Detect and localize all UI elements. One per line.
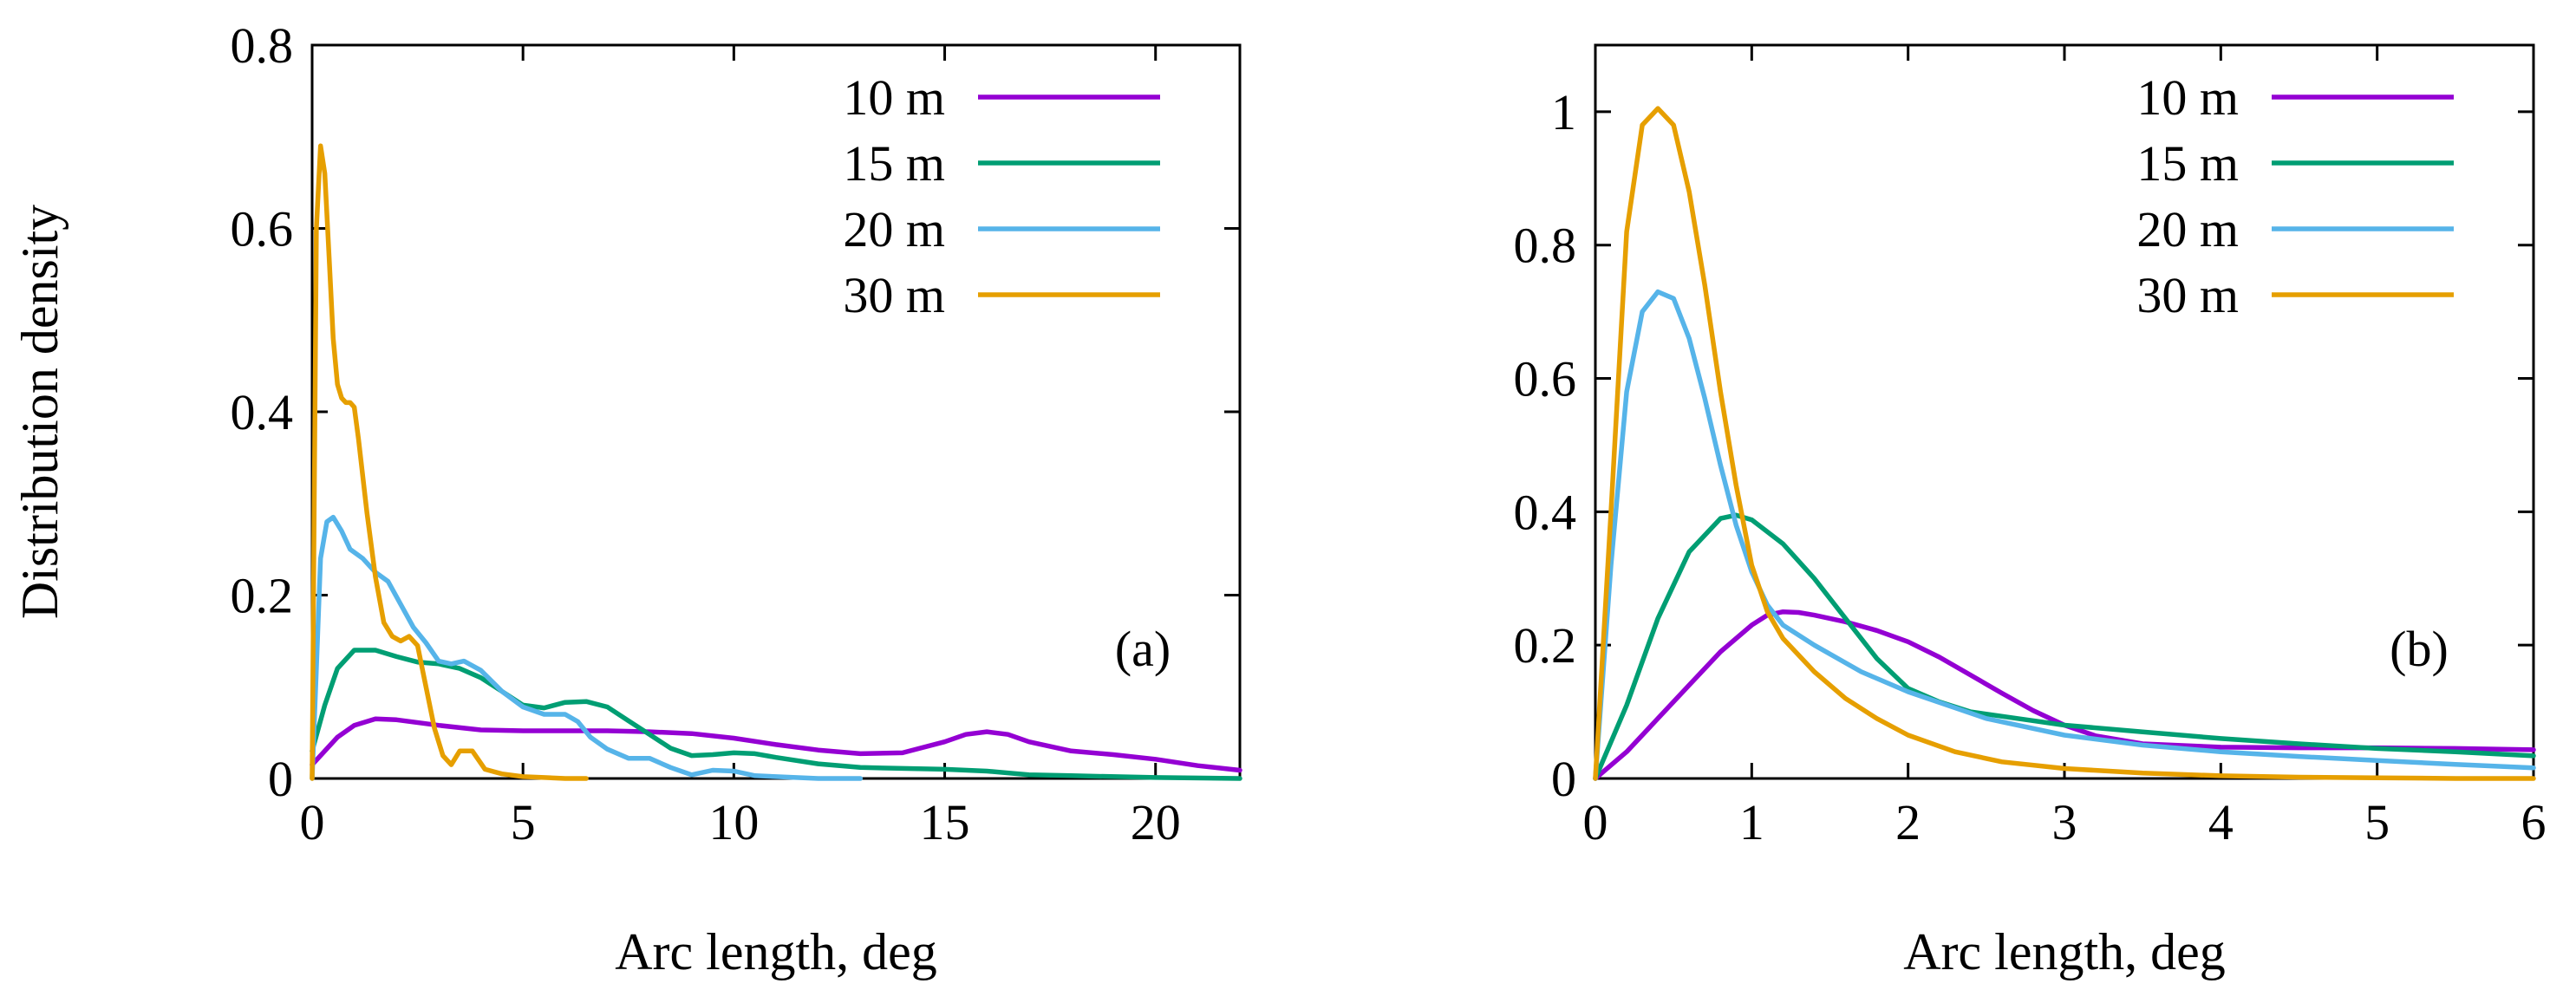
x-tick-label: 6 [2521, 794, 2547, 850]
series-line-30m [310, 143, 589, 781]
x-tick-label: 5 [2364, 794, 2390, 850]
x-tick-label: 2 [1895, 794, 1921, 850]
y-tick-label: 0.4 [231, 384, 294, 440]
y-tick-label: 0.4 [1514, 484, 1577, 540]
legend-label: 10 m [843, 69, 945, 126]
legend-label: 20 m [2136, 201, 2239, 257]
legend-label: 30 m [2136, 267, 2239, 323]
series-line-20m [1593, 289, 2536, 781]
y-tick-label: 0.2 [1514, 617, 1577, 674]
x-tick-label: 15 [920, 794, 970, 850]
x-tick-label: 0 [300, 794, 325, 850]
legend-label: 10 m [2136, 69, 2239, 126]
series-line-20m [310, 514, 864, 781]
series-line-15m [1593, 512, 2536, 781]
series-line-10m [310, 716, 1242, 773]
x-tick-label: 1 [1739, 794, 1764, 850]
x-tick-label: 4 [2208, 794, 2234, 850]
legend-label: 20 m [843, 201, 945, 257]
legend-label: 15 m [843, 135, 945, 192]
y-tick-label: 0.8 [1514, 218, 1577, 274]
y-tick-label: 0.2 [231, 568, 294, 624]
x-axis-title: Arc length, deg [615, 923, 937, 980]
x-tick-label: 3 [2052, 794, 2077, 850]
x-tick-label: 10 [708, 794, 759, 850]
legend-label: 15 m [2136, 135, 2239, 192]
x-tick-label: 5 [511, 794, 536, 850]
y-tick-label: 0.6 [231, 201, 294, 257]
y-tick-label: 0 [268, 751, 293, 807]
panel-b-chart: 0 1 2 3 4 5 6 0 0.2 0.4 0.6 0.8 1 Arc length, deg 10 m… [1514, 43, 2547, 980]
series-line-15m [310, 648, 1242, 781]
panel-label: (a) [1115, 621, 1171, 677]
y-tick-label: 0.8 [231, 17, 294, 74]
x-tick-label: 0 [1583, 794, 1608, 850]
legend-label: 30 m [843, 267, 945, 323]
panel-a-chart: 0 5 10 15 20 0 0.2 0.4 0.6 0.8 Arc length, deg 10 m… [231, 17, 1242, 980]
y-axis-title: Distribution density [11, 205, 68, 619]
panel-label: (b) [2390, 621, 2449, 677]
series-line-10m [1593, 609, 2536, 781]
y-tick-label: 0.6 [1514, 351, 1577, 407]
x-tick-label: 20 [1131, 794, 1181, 850]
y-tick-label: 0 [1551, 751, 1576, 807]
series-line-30m [1593, 106, 2536, 781]
x-axis-title: Arc length, deg [1903, 923, 2226, 980]
y-tick-label: 1 [1551, 84, 1576, 140]
